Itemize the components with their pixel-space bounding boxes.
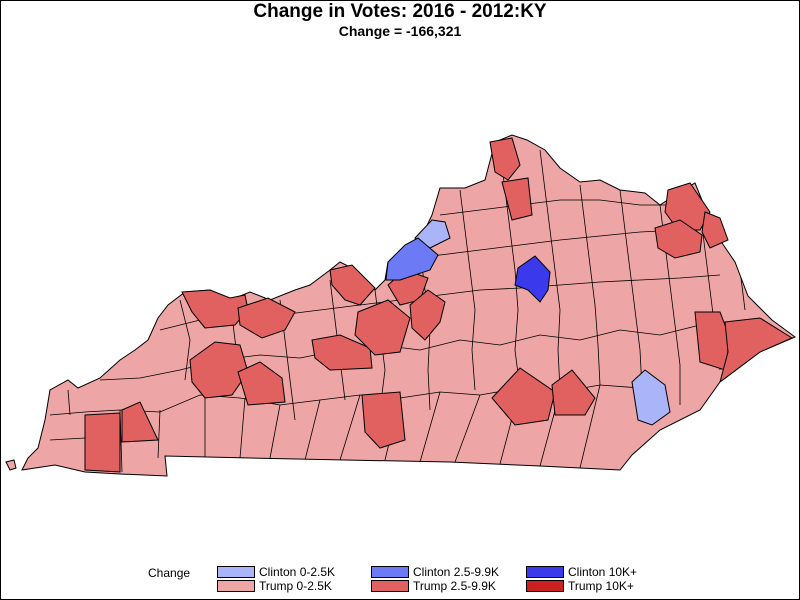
legend-label-clinton-10k-plus: Clinton 10K+ xyxy=(568,565,638,579)
county-warren-area xyxy=(361,391,406,449)
legend-swatch-clinton-0-2-5k xyxy=(217,566,255,578)
legend-label-clinton-2-5-9-9k: Clinton 2.5-9.9K xyxy=(413,565,500,579)
county-hopkins-area xyxy=(189,341,249,399)
county-clinton-2-5-9-9k-jefferson xyxy=(385,237,439,281)
county-bullitt-area xyxy=(329,264,376,306)
trump-2-5-9-9k-counties xyxy=(84,137,794,473)
county-clinton-10k-plus-fayette xyxy=(514,255,551,303)
legend-item-trump-10k-plus: Trump 10K+ xyxy=(526,580,634,592)
legend-item-clinton-10k-plus: Clinton 10K+ xyxy=(526,566,637,578)
county-hardin-area xyxy=(311,334,373,371)
county-campbell-area xyxy=(501,177,533,221)
county-marshall-area xyxy=(121,401,159,443)
county-clinton-0-2-5k-madison-area xyxy=(631,369,671,426)
county-boyd-area xyxy=(664,182,711,231)
legend-swatch-trump-0-2-5k xyxy=(217,580,255,592)
legend-item-clinton-2-5-9-9k: Clinton 2.5-9.9K xyxy=(371,566,499,578)
county-pike-area xyxy=(719,317,794,384)
county-christian-area xyxy=(237,361,286,406)
kentucky-bend-island xyxy=(5,459,17,471)
legend-item-clinton-0-2-5k: Clinton 0-2.5K xyxy=(217,566,335,578)
legend-label-trump-0-2-5k: Trump 0-2.5K xyxy=(259,579,332,593)
legend-swatch-trump-10k-plus xyxy=(526,580,564,592)
legend-label-trump-2-5-9-9k: Trump 2.5-9.9K xyxy=(413,579,496,593)
legend-swatch-clinton-2-5-9-9k xyxy=(371,566,409,578)
county-lawrence-area xyxy=(701,211,729,249)
legend-swatch-trump-2-5-9-9k xyxy=(371,580,409,592)
county-boone-area xyxy=(489,137,521,181)
county-mccracken-area xyxy=(84,412,121,473)
county-pulaski-area xyxy=(491,367,556,426)
county-ohio-area xyxy=(237,297,296,339)
legend-label-trump-10k-plus: Trump 10K+ xyxy=(568,579,634,593)
legend-item-trump-2-5-9-9k: Trump 2.5-9.9K xyxy=(371,580,496,592)
legend-label-clinton-0-2-5k: Clinton 0-2.5K xyxy=(259,565,336,579)
legend-swatch-clinton-10k-plus xyxy=(526,566,564,578)
county-nelson-area xyxy=(354,299,411,356)
county-greenup-area xyxy=(654,219,703,259)
county-laurel-area xyxy=(551,369,596,416)
map-title: Change in Votes: 2016 - 2012:KY xyxy=(253,1,547,22)
legend-title: Change xyxy=(148,566,191,580)
map-subtitle: Change = -166,321 xyxy=(338,23,462,39)
county-shelby-area xyxy=(409,289,446,341)
legend-item-trump-0-2-5k: Trump 0-2.5K xyxy=(217,580,332,592)
